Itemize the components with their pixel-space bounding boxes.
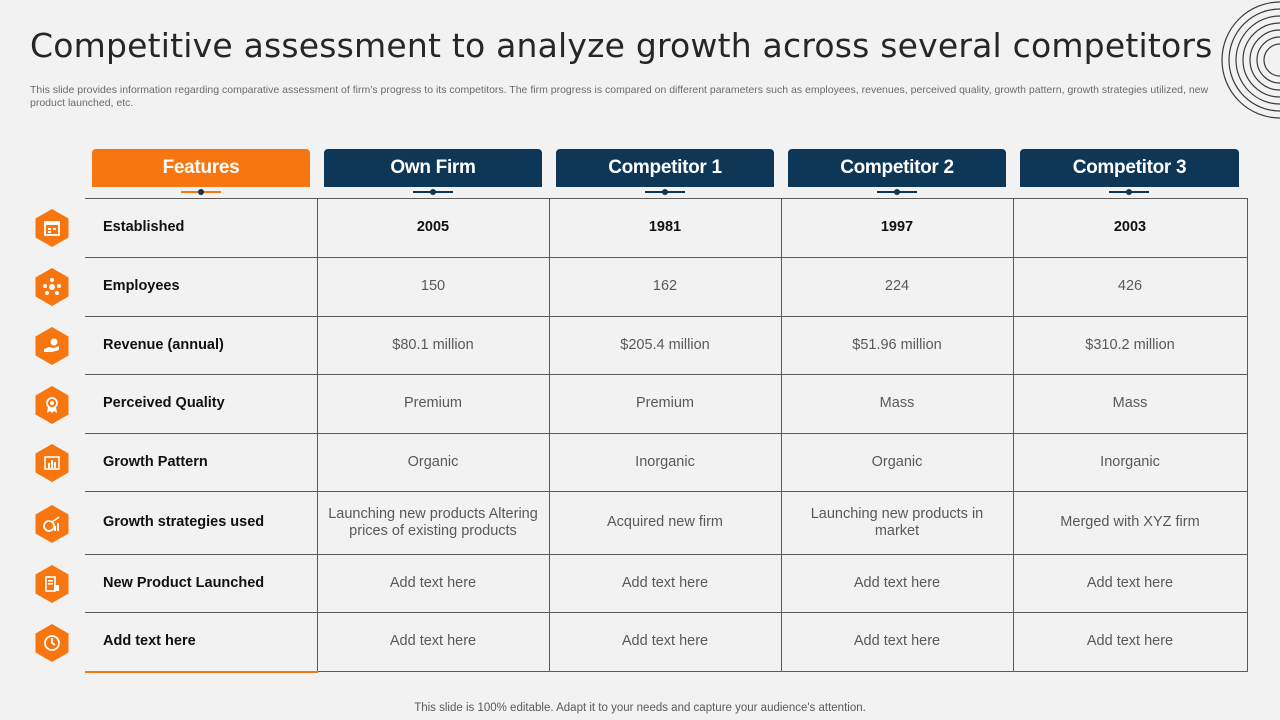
header-connector-dot [662,189,668,195]
cell-competitor-3: Inorganic [1012,433,1248,492]
footer-note: This slide is 100% editable. Adapt it to… [414,702,866,714]
feature-label: Revenue (annual) [85,316,318,375]
table-row: Established 2005 1981 1997 2003 [85,198,1248,258]
comparison-table: Established 2005 1981 1997 2003 Employee… [85,198,1248,673]
money-hand-icon [33,327,71,365]
cell-competitor-1: Inorganic [548,433,782,492]
table-row: Growth Pattern Organic Inorganic Organic… [85,433,1248,492]
table-row: Revenue (annual) $80.1 million $205.4 mi… [85,316,1248,375]
clock-icon [33,624,71,662]
cell-own-firm: Add text here [316,612,550,672]
cell-competitor-2: 224 [780,257,1014,317]
cell-competitor-2: $51.96 million [780,316,1014,375]
page-title: Competitive assessment to analyze growth… [30,26,1213,65]
cell-own-firm: 2005 [316,198,550,258]
calendar-icon [33,209,71,247]
header-own-firm: Own Firm [324,149,542,187]
cell-competitor-1: $205.4 million [548,316,782,375]
header-connector-dot [430,189,436,195]
cell-own-firm: 150 [316,257,550,317]
product-icon [33,565,71,603]
cell-own-firm: Organic [316,433,550,492]
cell-competitor-1: Premium [548,374,782,434]
cell-competitor-2: 1997 [780,198,1014,258]
table-row: New Product Launched Add text here Add t… [85,554,1248,613]
cell-competitor-3: $310.2 million [1012,316,1248,375]
cell-own-firm: Premium [316,374,550,434]
cell-own-firm: Launching new products Altering prices o… [316,491,550,555]
feature-label: Established [85,198,318,258]
team-icon [33,268,71,306]
cell-own-firm: Add text here [316,554,550,613]
growth-chart-icon [33,505,71,543]
feature-label: Growth Pattern [85,433,318,492]
table-row: Growth strategies used Launching new pro… [85,491,1248,555]
cell-competitor-2: Launching new products in market [780,491,1014,555]
cell-competitor-1: Add text here [548,554,782,613]
header-competitor-3: Competitor 3 [1020,149,1239,187]
table-row: Perceived Quality Premium Premium Mass M… [85,374,1248,434]
page-subtitle: This slide provides information regardin… [30,84,1209,109]
header-connector-dot [1126,189,1132,195]
cell-competitor-3: Merged with XYZ firm [1012,491,1248,555]
cell-competitor-3: 2003 [1012,198,1248,258]
table-row: Add text here Add text here Add text her… [85,612,1248,673]
cell-competitor-2: Organic [780,433,1014,492]
award-icon [33,386,71,424]
cell-competitor-3: Add text here [1012,554,1248,613]
cell-competitor-1: 162 [548,257,782,317]
cell-competitor-3: Mass [1012,374,1248,434]
header-connector-dot [198,189,204,195]
feature-label: Growth strategies used [85,491,318,555]
cell-competitor-1: Acquired new firm [548,491,782,555]
concentric-circles-decoration [1221,1,1280,119]
cell-competitor-2: Add text here [780,612,1014,672]
cell-competitor-1: Add text here [548,612,782,672]
cell-competitor-3: Add text here [1012,612,1248,672]
feature-label: Employees [85,257,318,317]
feature-label: Perceived Quality [85,374,318,434]
bar-chart-icon [33,444,71,482]
header-competitor-2: Competitor 2 [788,149,1006,187]
cell-competitor-2: Mass [780,374,1014,434]
table-row: Employees 150 162 224 426 [85,257,1248,317]
header-competitor-1: Competitor 1 [556,149,774,187]
header-connector-dot [894,189,900,195]
cell-own-firm: $80.1 million [316,316,550,375]
feature-label: New Product Launched [85,554,318,613]
cell-competitor-1: 1981 [548,198,782,258]
feature-label: Add text here [85,612,318,673]
cell-competitor-3: 426 [1012,257,1248,317]
header-features: Features [92,149,310,187]
cell-competitor-2: Add text here [780,554,1014,613]
